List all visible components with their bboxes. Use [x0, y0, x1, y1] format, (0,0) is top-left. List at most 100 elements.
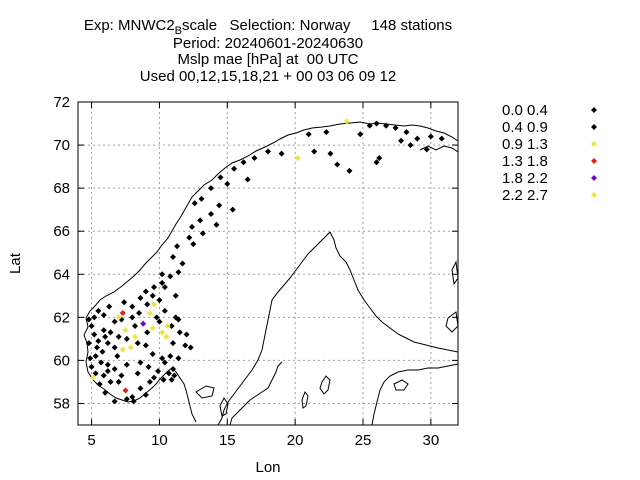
station-marker	[119, 346, 126, 353]
station-marker	[346, 167, 353, 174]
station-marker	[111, 398, 118, 405]
station-marker	[151, 284, 157, 291]
station-marker	[168, 376, 175, 383]
station-marker	[137, 385, 144, 392]
station-marker	[142, 391, 149, 398]
x-axis-label: Lon	[255, 459, 280, 476]
station-marker	[164, 322, 171, 329]
station-marker	[392, 124, 399, 131]
legend-marker	[591, 158, 597, 164]
station-marker	[311, 148, 318, 155]
coastline-norway-south	[92, 367, 197, 423]
y-axis-label: Lat	[7, 252, 24, 274]
station-marker	[197, 217, 204, 224]
legend-label: 0.0 0.4	[502, 102, 548, 119]
station-marker	[208, 210, 214, 217]
x-tick-label: 20	[287, 432, 304, 449]
station-marker	[98, 359, 105, 366]
station-marker	[149, 325, 156, 332]
station-marker	[414, 135, 421, 142]
station-marker	[373, 159, 380, 166]
station-marker	[229, 206, 236, 213]
station-marker	[151, 301, 157, 308]
station-marker	[168, 322, 175, 329]
legend-marker	[591, 107, 597, 113]
station-marker	[88, 322, 95, 329]
station-marker	[104, 361, 111, 368]
station-marker	[373, 120, 380, 127]
station-marker	[123, 396, 130, 403]
station-marker	[183, 331, 190, 338]
axis-ticks: 5 10 15 20 25 30 58 60 62 64 66 68 70 72	[53, 94, 458, 449]
station-marker	[240, 159, 247, 166]
station-marker	[92, 353, 99, 360]
station-marker	[132, 333, 138, 340]
station-marker	[208, 185, 214, 192]
station-marker	[403, 129, 410, 136]
station-marker	[438, 135, 445, 142]
y-tick-label: 66	[53, 223, 70, 240]
station-marker	[161, 307, 168, 314]
station-marker	[343, 118, 350, 125]
station-marker	[114, 353, 121, 360]
station-marker	[100, 372, 107, 379]
station-marker	[176, 329, 183, 336]
legend-label: 1.8 2.2	[502, 170, 548, 187]
station-marker	[149, 350, 156, 357]
station-marker	[423, 146, 430, 153]
station-marker	[91, 314, 98, 321]
station-marker	[144, 301, 151, 308]
station-marker	[167, 273, 174, 280]
station-marker	[182, 342, 189, 349]
station-marker	[172, 292, 179, 299]
station-marker	[115, 378, 122, 385]
station-marker	[191, 200, 198, 207]
station-marker	[165, 370, 172, 377]
station-marker	[265, 148, 271, 155]
station-marker	[198, 195, 205, 202]
station-marker	[136, 310, 143, 317]
station-marker	[159, 271, 166, 278]
station-marker	[407, 142, 414, 149]
station-marker	[175, 355, 182, 362]
y-tick-label: 68	[53, 180, 70, 197]
station-marker	[231, 165, 238, 172]
station-marker	[294, 154, 301, 161]
lake-vanern	[195, 385, 215, 399]
station-marker	[85, 340, 92, 347]
station-marker	[171, 372, 178, 379]
station-marker	[161, 284, 168, 291]
station-marker	[115, 333, 122, 340]
station-marker	[88, 363, 95, 370]
station-marker	[146, 378, 153, 385]
station-marker	[137, 359, 144, 366]
y-tick-label: 60	[53, 352, 70, 369]
station-marker	[123, 361, 130, 368]
station-marker	[85, 316, 92, 323]
legend-label: 0.4 0.9	[502, 119, 548, 136]
island-gotland	[319, 375, 331, 395]
station-marker	[89, 374, 96, 381]
station-marker	[122, 327, 129, 334]
station-marker	[244, 176, 251, 183]
coastline-norway-west	[83, 121, 459, 381]
station-marker	[187, 344, 194, 351]
x-tick-label: 30	[423, 432, 440, 449]
coastline-map	[83, 121, 459, 426]
station-marker	[95, 307, 102, 314]
station-marker	[170, 366, 176, 373]
y-tick-label: 72	[53, 94, 70, 111]
station-marker	[156, 318, 163, 325]
station-markers	[85, 118, 445, 405]
station-marker	[163, 333, 170, 340]
station-marker	[170, 254, 176, 261]
legend-marker	[591, 124, 597, 130]
station-marker	[155, 368, 162, 375]
station-marker	[111, 366, 118, 373]
station-marker	[217, 174, 224, 181]
lake-vattern	[219, 397, 229, 417]
station-marker	[94, 344, 100, 351]
station-marker	[357, 131, 364, 138]
station-marker	[153, 314, 160, 321]
lake-onega	[451, 260, 459, 286]
